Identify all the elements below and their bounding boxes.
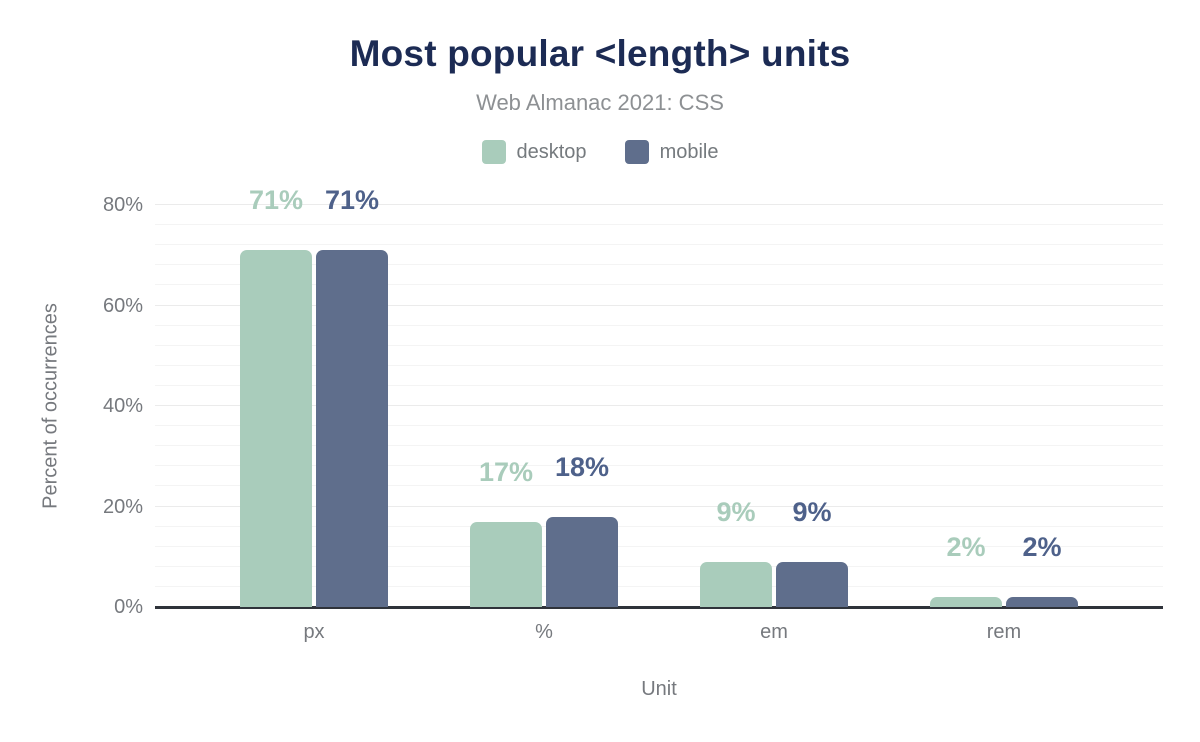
gridline-76 <box>155 224 1163 226</box>
gridline-20 <box>155 505 1163 507</box>
y-tick-label-0%: 0% <box>114 596 143 618</box>
bar-value-label-mobile-rem: 2% <box>1022 531 1062 562</box>
gridline-64 <box>155 284 1163 286</box>
y-tick-label-20%: 20% <box>102 495 143 518</box>
gridline-32 <box>155 445 1163 447</box>
y-tick-label-80%: 80% <box>102 194 143 216</box>
legend-swatch-desktop-icon <box>481 140 506 164</box>
bar-value-label-desktop-rem: 2% <box>946 531 986 562</box>
gridline-56 <box>155 324 1163 326</box>
legend-label-desktop: desktop <box>516 140 587 163</box>
legend-item-desktop[interactable]: desktop <box>481 140 587 164</box>
bar-group-%: 17% 18% <box>470 205 618 607</box>
gridline-36 <box>155 425 1163 427</box>
gridline-68 <box>155 264 1163 266</box>
gridline-44 <box>155 384 1163 386</box>
x-tick-label-em: em <box>760 621 788 643</box>
chart-title: Most popular <length> units <box>349 33 851 74</box>
chart-subtitle: Web Almanac 2021: CSS <box>476 90 724 115</box>
bar-desktop-%[interactable] <box>470 521 542 607</box>
x-axis-line <box>155 606 1163 609</box>
bar-desktop-rem[interactable] <box>930 596 1002 607</box>
bar-value-label-mobile-px: 71% <box>324 185 380 216</box>
gridline-72 <box>155 244 1163 246</box>
bar-value-label-desktop-%: 17% <box>478 456 534 487</box>
gridline-8 <box>155 565 1163 567</box>
bar-mobile-rem[interactable] <box>1006 596 1078 607</box>
x-tick-label-rem: rem <box>986 621 1022 643</box>
gridline-12 <box>155 545 1163 547</box>
bar-desktop-px[interactable] <box>240 250 312 607</box>
x-axis-title: Unit <box>641 678 677 700</box>
bar-group-em: 9% 9% <box>700 205 848 607</box>
gridline-48 <box>155 364 1163 366</box>
bar-mobile-%[interactable] <box>546 516 618 607</box>
gridline-40 <box>155 405 1163 406</box>
bar-value-label-desktop-px: 71% <box>248 185 304 216</box>
bar-value-label-mobile-%: 18% <box>554 451 610 482</box>
bar-mobile-px[interactable] <box>316 250 388 607</box>
bar-group-px: 71% 71% <box>240 186 388 607</box>
gridline-24 <box>155 485 1163 487</box>
legend-label-mobile: mobile <box>659 140 719 163</box>
bar-value-label-mobile-em: 9% <box>792 496 832 527</box>
gridline-4 <box>155 585 1163 587</box>
bar-group-rem: 2% 2% <box>930 205 1078 607</box>
gridline-16 <box>155 525 1163 527</box>
chart-legend: desktop mobile <box>0 140 1200 164</box>
x-tick-label-%: % <box>535 621 553 643</box>
gridline-80 <box>155 204 1163 205</box>
legend-swatch-mobile-icon <box>624 140 649 164</box>
x-tick-label-px: px <box>303 621 325 643</box>
gridline-28 <box>155 465 1163 467</box>
legend-item-mobile[interactable]: mobile <box>624 140 719 164</box>
bar-desktop-em[interactable] <box>700 561 772 607</box>
y-tick-label-60%: 60% <box>102 294 143 317</box>
plot-area: 71% 71% 17% 18% 9% 9% 2% 2% <box>155 186 1163 609</box>
bar-mobile-em[interactable] <box>776 561 848 607</box>
y-tick-label-40%: 40% <box>102 395 143 417</box>
gridline-60 <box>155 304 1163 306</box>
bar-value-label-desktop-em: 9% <box>716 496 756 527</box>
gridline-52 <box>155 344 1163 346</box>
